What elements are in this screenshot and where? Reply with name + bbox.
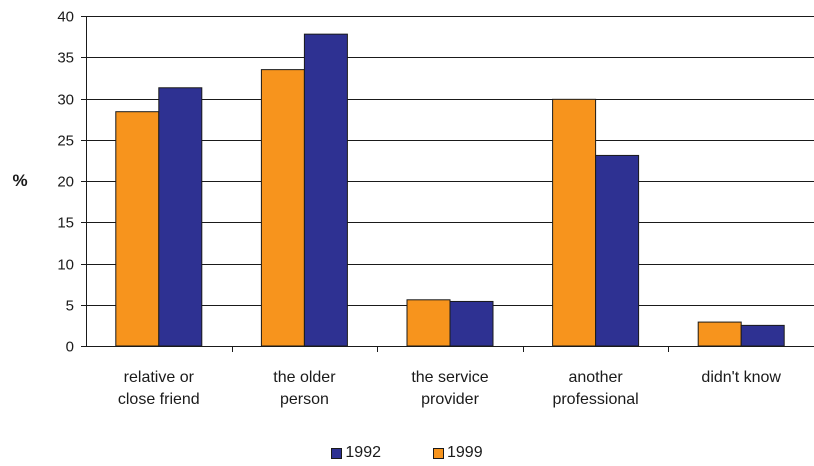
legend-swatch	[331, 447, 343, 459]
legend: 1992 1999	[0, 441, 814, 465]
y-tick-label: 5	[66, 298, 74, 315]
bar-1999-1	[260, 69, 305, 347]
bar-1999-3	[552, 98, 597, 347]
y-tick-label: 20	[57, 174, 74, 191]
bar-1999-2	[406, 299, 451, 347]
axes	[81, 16, 814, 352]
bar-1992-3	[595, 154, 640, 347]
y-tick-label: 30	[57, 92, 74, 109]
y-tick-label: 35	[57, 50, 74, 67]
legend-item-1999: 1999	[433, 444, 483, 462]
x-category-label: close friend	[118, 391, 200, 408]
bar-1992-4	[740, 324, 785, 347]
legend-item-1992: 1992	[331, 444, 381, 462]
bar-1999-4	[697, 321, 742, 347]
x-category-label: relative or	[124, 369, 195, 386]
y-tick-label: 10	[57, 257, 74, 274]
y-tick-label: 15	[57, 215, 74, 232]
bar-1999-0	[115, 111, 160, 347]
y-tick-label: 40	[57, 9, 74, 26]
legend-label: 1999	[447, 444, 483, 461]
x-category-labels: relative or close friend the older person th…	[118, 369, 782, 408]
y-axis-label: %	[12, 171, 27, 190]
gridlines	[86, 16, 814, 306]
x-category-label: the service	[411, 369, 488, 386]
x-category-label: another	[568, 369, 623, 386]
y-tick-labels: 0 5 10 15 20 25 30 35 40	[57, 9, 74, 356]
x-category-label: person	[280, 391, 329, 408]
bar-1992-2	[449, 300, 494, 347]
x-category-label: provider	[421, 391, 479, 408]
bar-chart: 0 5 10 15 20 25 30 35 40 relative or close friend…	[12, 9, 814, 408]
bar-1992-1	[303, 33, 348, 347]
x-category-label: the older	[273, 369, 336, 386]
legend-swatch	[433, 447, 444, 459]
y-tick-label: 25	[57, 133, 74, 150]
bars	[115, 33, 785, 347]
y-tick-label: 0	[66, 339, 74, 356]
legend-label: 1992	[345, 444, 381, 461]
bar-1992-0	[158, 87, 203, 347]
x-category-label: didn't know	[701, 369, 781, 386]
x-category-label: professional	[552, 391, 638, 408]
